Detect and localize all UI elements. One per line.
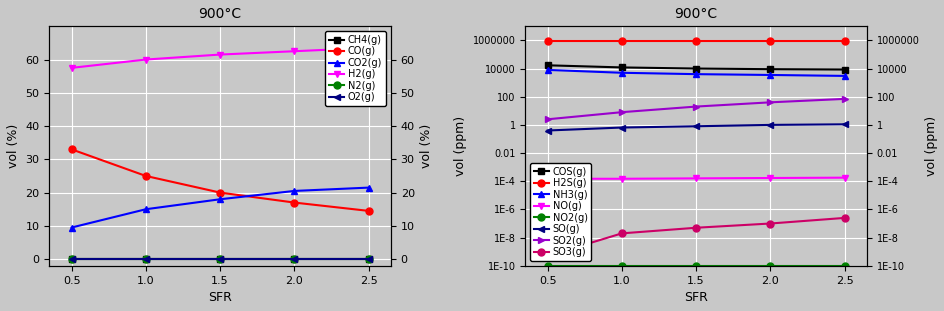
CO(g) [362, 209, 374, 213]
O2(g) [362, 257, 374, 261]
CH4(g) [66, 257, 77, 261]
SO(g) [838, 123, 850, 126]
Line: COS(g): COS(g) [544, 62, 847, 73]
SO2(g) [615, 110, 627, 114]
CH4(g) [214, 257, 226, 261]
NH3(g) [615, 71, 627, 75]
Line: SO2(g): SO2(g) [544, 95, 847, 123]
CO(g) [66, 147, 77, 151]
NO2(g) [838, 264, 850, 268]
H2(g) [140, 58, 151, 61]
H2S(g) [838, 39, 850, 43]
Line: NO2(g): NO2(g) [544, 262, 847, 269]
NH3(g) [690, 72, 701, 76]
O2(g) [140, 257, 151, 261]
Title: 900°C: 900°C [198, 7, 242, 21]
Legend: COS(g), H2S(g), NH3(g), NO(g), NO2(g), SO(g), SO2(g), SO3(g): COS(g), H2S(g), NH3(g), NO(g), NO2(g), S… [530, 163, 591, 261]
Title: 900°C: 900°C [674, 7, 716, 21]
Line: H2(g): H2(g) [68, 44, 372, 71]
CO2(g) [140, 207, 151, 211]
Line: CO(g): CO(g) [68, 146, 372, 214]
H2(g) [214, 53, 226, 56]
H2S(g) [541, 39, 552, 43]
N2(g) [66, 257, 77, 261]
CO(g) [214, 191, 226, 194]
NO(g) [615, 177, 627, 181]
O2(g) [289, 257, 300, 261]
SO2(g) [838, 97, 850, 101]
CO2(g) [362, 186, 374, 189]
O2(g) [214, 257, 226, 261]
Y-axis label: vol (%): vol (%) [420, 124, 433, 168]
SO(g) [690, 124, 701, 128]
Line: SO(g): SO(g) [544, 121, 847, 134]
NH3(g) [764, 73, 775, 77]
CH4(g) [362, 257, 374, 261]
O2(g) [66, 257, 77, 261]
NH3(g) [838, 74, 850, 78]
Line: N2(g): N2(g) [68, 255, 372, 262]
Y-axis label: vol (%): vol (%) [7, 124, 20, 168]
COS(g) [541, 63, 552, 67]
N2(g) [362, 257, 374, 261]
COS(g) [690, 67, 701, 70]
SO(g) [615, 126, 627, 129]
H2S(g) [615, 39, 627, 43]
CO2(g) [289, 189, 300, 193]
SO3(g) [541, 254, 552, 258]
N2(g) [140, 257, 151, 261]
NH3(g) [541, 68, 552, 72]
H2(g) [66, 66, 77, 70]
NO2(g) [764, 264, 775, 268]
NO(g) [764, 176, 775, 180]
SO3(g) [838, 216, 850, 220]
SO2(g) [541, 118, 552, 121]
CO2(g) [66, 226, 77, 230]
CH4(g) [140, 257, 151, 261]
Line: O2(g): O2(g) [68, 255, 372, 262]
Line: CH4(g): CH4(g) [68, 255, 372, 262]
CO(g) [289, 201, 300, 204]
SO(g) [541, 129, 552, 132]
COS(g) [764, 67, 775, 71]
H2(g) [362, 46, 374, 50]
H2S(g) [764, 39, 775, 43]
H2S(g) [690, 39, 701, 43]
SO3(g) [615, 231, 627, 235]
Y-axis label: vol (ppm): vol (ppm) [454, 116, 466, 176]
NO(g) [541, 177, 552, 181]
SO2(g) [690, 105, 701, 109]
H2(g) [289, 49, 300, 53]
SO3(g) [690, 226, 701, 230]
SO3(g) [764, 222, 775, 225]
CO2(g) [214, 197, 226, 201]
N2(g) [214, 257, 226, 261]
Line: NO(g): NO(g) [544, 174, 847, 182]
Line: CO2(g): CO2(g) [68, 184, 372, 231]
N2(g) [289, 257, 300, 261]
NO2(g) [615, 264, 627, 268]
SO(g) [764, 123, 775, 127]
COS(g) [838, 68, 850, 72]
Line: SO3(g): SO3(g) [544, 215, 847, 259]
Legend: CH4(g), CO(g), CO2(g), H2(g), N2(g), O2(g): CH4(g), CO(g), CO2(g), H2(g), N2(g), O2(… [325, 31, 386, 106]
NO2(g) [541, 264, 552, 268]
NO(g) [838, 176, 850, 179]
SO2(g) [764, 100, 775, 104]
CO(g) [140, 174, 151, 178]
Line: H2S(g): H2S(g) [544, 38, 847, 44]
CH4(g) [289, 257, 300, 261]
X-axis label: SFR: SFR [208, 291, 232, 304]
Line: NH3(g): NH3(g) [544, 67, 847, 79]
X-axis label: SFR: SFR [683, 291, 707, 304]
NO2(g) [690, 264, 701, 268]
NO(g) [690, 177, 701, 180]
Y-axis label: vol (ppm): vol (ppm) [924, 116, 937, 176]
COS(g) [615, 66, 627, 69]
